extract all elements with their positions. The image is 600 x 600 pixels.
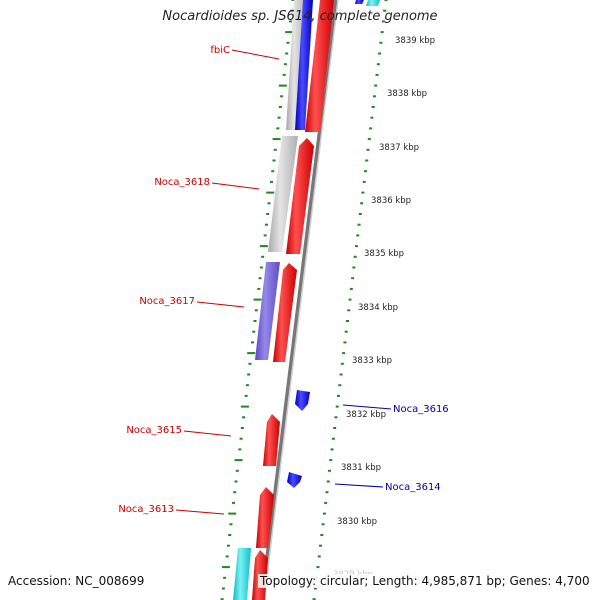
kbp-label-3830: 3830 kbp — [337, 517, 377, 527]
kbp-label-group: 3839 kbp 3838 kbp 3837 kbp 3836 kbp 3835… — [333, 36, 435, 580]
gene-red-3 — [273, 263, 297, 362]
page-title: Nocardioides sp. JS614, complete genome — [162, 9, 438, 24]
gene-blue-top — [355, 0, 364, 4]
kbp-label-3838: 3838 kbp — [387, 89, 427, 99]
gene-blue-noca3614 — [287, 472, 302, 488]
inner-tick-row — [220, 0, 295, 600]
gene-blue-noca3616 — [295, 390, 310, 411]
kbp-label-3833: 3833 kbp — [352, 356, 392, 366]
leader-noca3616 — [342, 404, 392, 410]
gene-label-noca3614: Noca_3614 — [385, 482, 441, 493]
gene-cyan-top — [366, 0, 380, 6]
kbp-label-3837: 3837 kbp — [379, 143, 419, 153]
backbone-line — [260, 0, 338, 600]
gene-label-group: fbiC Noca_3618 Noca_3617 Noca_3615 Noca_… — [118, 45, 448, 515]
gene-label-noca3617: Noca_3617 — [139, 296, 195, 307]
kbp-label-3839: 3839 kbp — [395, 36, 435, 46]
outer-tick-row — [312, 0, 388, 600]
leader-noca3615 — [183, 430, 232, 437]
topology-text: Topology: circular; Length: 4,985,871 bp… — [258, 574, 592, 588]
label-leaders — [175, 49, 392, 515]
gene-label-fbiC: fbiC — [210, 45, 230, 56]
gene-cyan-bottom — [233, 548, 251, 600]
kbp-label-3835: 3835 kbp — [364, 249, 404, 259]
accession-text: Accession: NC_008699 — [6, 574, 147, 588]
gene-red-fbiC — [305, 0, 334, 132]
backbone-highlight — [263, 0, 339, 600]
gene-label-noca3615: Noca_3615 — [126, 425, 182, 436]
gene-red-2 — [286, 138, 314, 254]
gene-purple-noca3617 — [255, 262, 280, 360]
leader-noca3614 — [334, 483, 384, 488]
leader-noca3617 — [196, 301, 245, 308]
gene-label-noca3618: Noca_3618 — [154, 177, 210, 188]
kbp-label-3836: 3836 kbp — [371, 196, 411, 206]
kbp-label-3832: 3832 kbp — [346, 410, 386, 420]
kbp-label-3834: 3834 kbp — [358, 303, 398, 313]
gene-gray-noca3618 — [268, 136, 298, 252]
leader-noca3613 — [175, 509, 225, 515]
leader-fbiC — [231, 49, 280, 60]
gene-red-noca3613 — [256, 487, 274, 548]
gene-red-noca3615 — [263, 414, 280, 466]
gene-label-noca3613: Noca_3613 — [118, 504, 174, 515]
leader-noca3618 — [211, 182, 260, 190]
gene-label-noca3616: Noca_3616 — [393, 404, 449, 415]
kbp-label-3831: 3831 kbp — [341, 463, 381, 473]
gene-blue-1 — [295, 0, 313, 130]
